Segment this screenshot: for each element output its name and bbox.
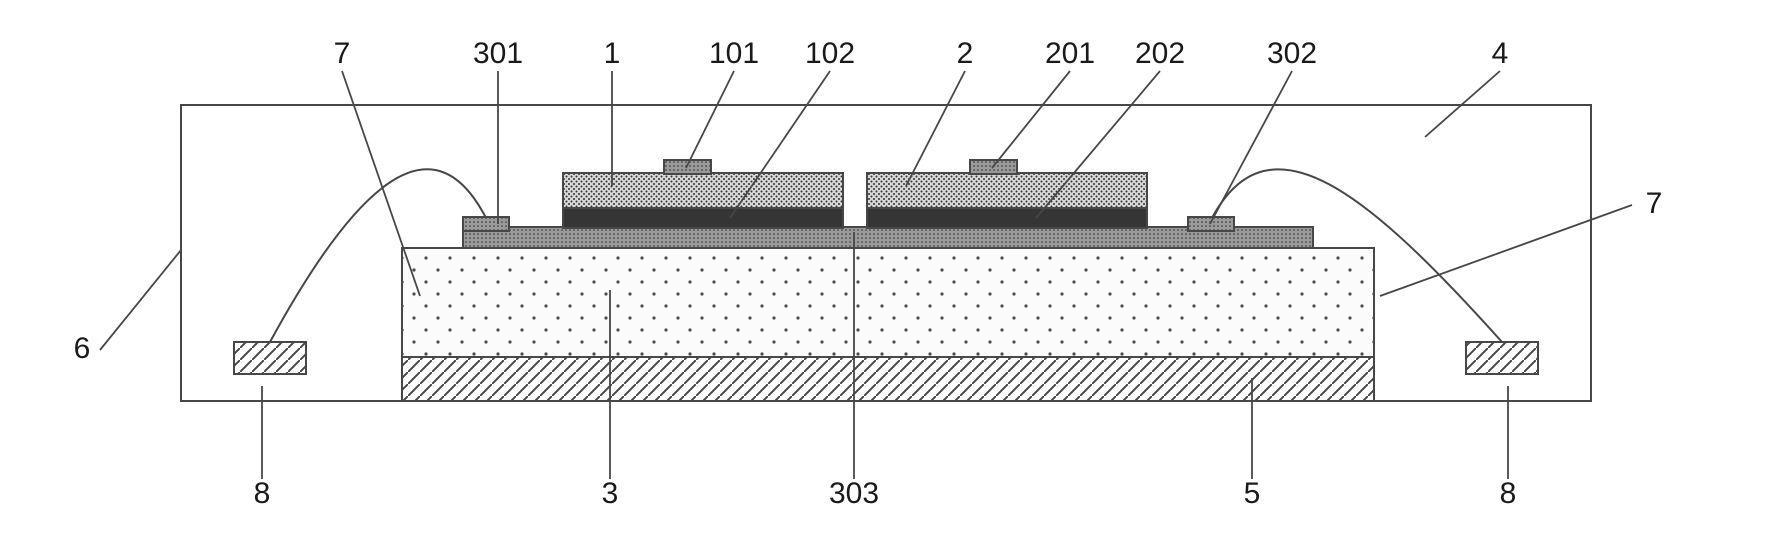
lead-pad-8-left — [234, 342, 306, 374]
label-lbl-302: 302 — [1267, 37, 1317, 70]
label-lbl-7-right: 7 — [1646, 187, 1663, 220]
label-lbl-102: 102 — [805, 37, 855, 70]
label-lbl-3: 3 — [602, 477, 619, 510]
label-lbl-2: 2 — [957, 37, 974, 70]
leader-lbl-6 — [100, 250, 181, 350]
label-lbl-1: 1 — [604, 37, 621, 70]
label-lbl-202: 202 — [1135, 37, 1185, 70]
die-base-202 — [867, 208, 1147, 228]
label-lbl-101: 101 — [709, 37, 759, 70]
label-lbl-301: 301 — [473, 37, 523, 70]
die-1 — [563, 173, 843, 208]
substrate-3 — [402, 248, 1374, 357]
die-electrode-101 — [664, 160, 711, 174]
bond-pad-301 — [463, 217, 509, 231]
label-lbl-5: 5 — [1244, 477, 1261, 510]
label-lbl-6: 6 — [74, 332, 91, 365]
metal-layer-303 — [463, 227, 1313, 248]
label-lbl-201: 201 — [1045, 37, 1095, 70]
die-base-102 — [563, 208, 843, 228]
label-lbl-8-right: 8 — [1500, 477, 1517, 510]
lead-pad-8-right — [1466, 342, 1538, 374]
label-lbl-8-left: 8 — [254, 477, 271, 510]
diagram-canvas: 7 301 1 101 102 2 201 202 302 4 7 6 8 3 303 5 8 — [0, 0, 1778, 538]
label-lbl-4: 4 — [1492, 37, 1509, 70]
label-lbl-303: 303 — [829, 477, 879, 510]
base-plate-5 — [402, 357, 1374, 401]
label-lbl-7-left: 7 — [334, 37, 351, 70]
